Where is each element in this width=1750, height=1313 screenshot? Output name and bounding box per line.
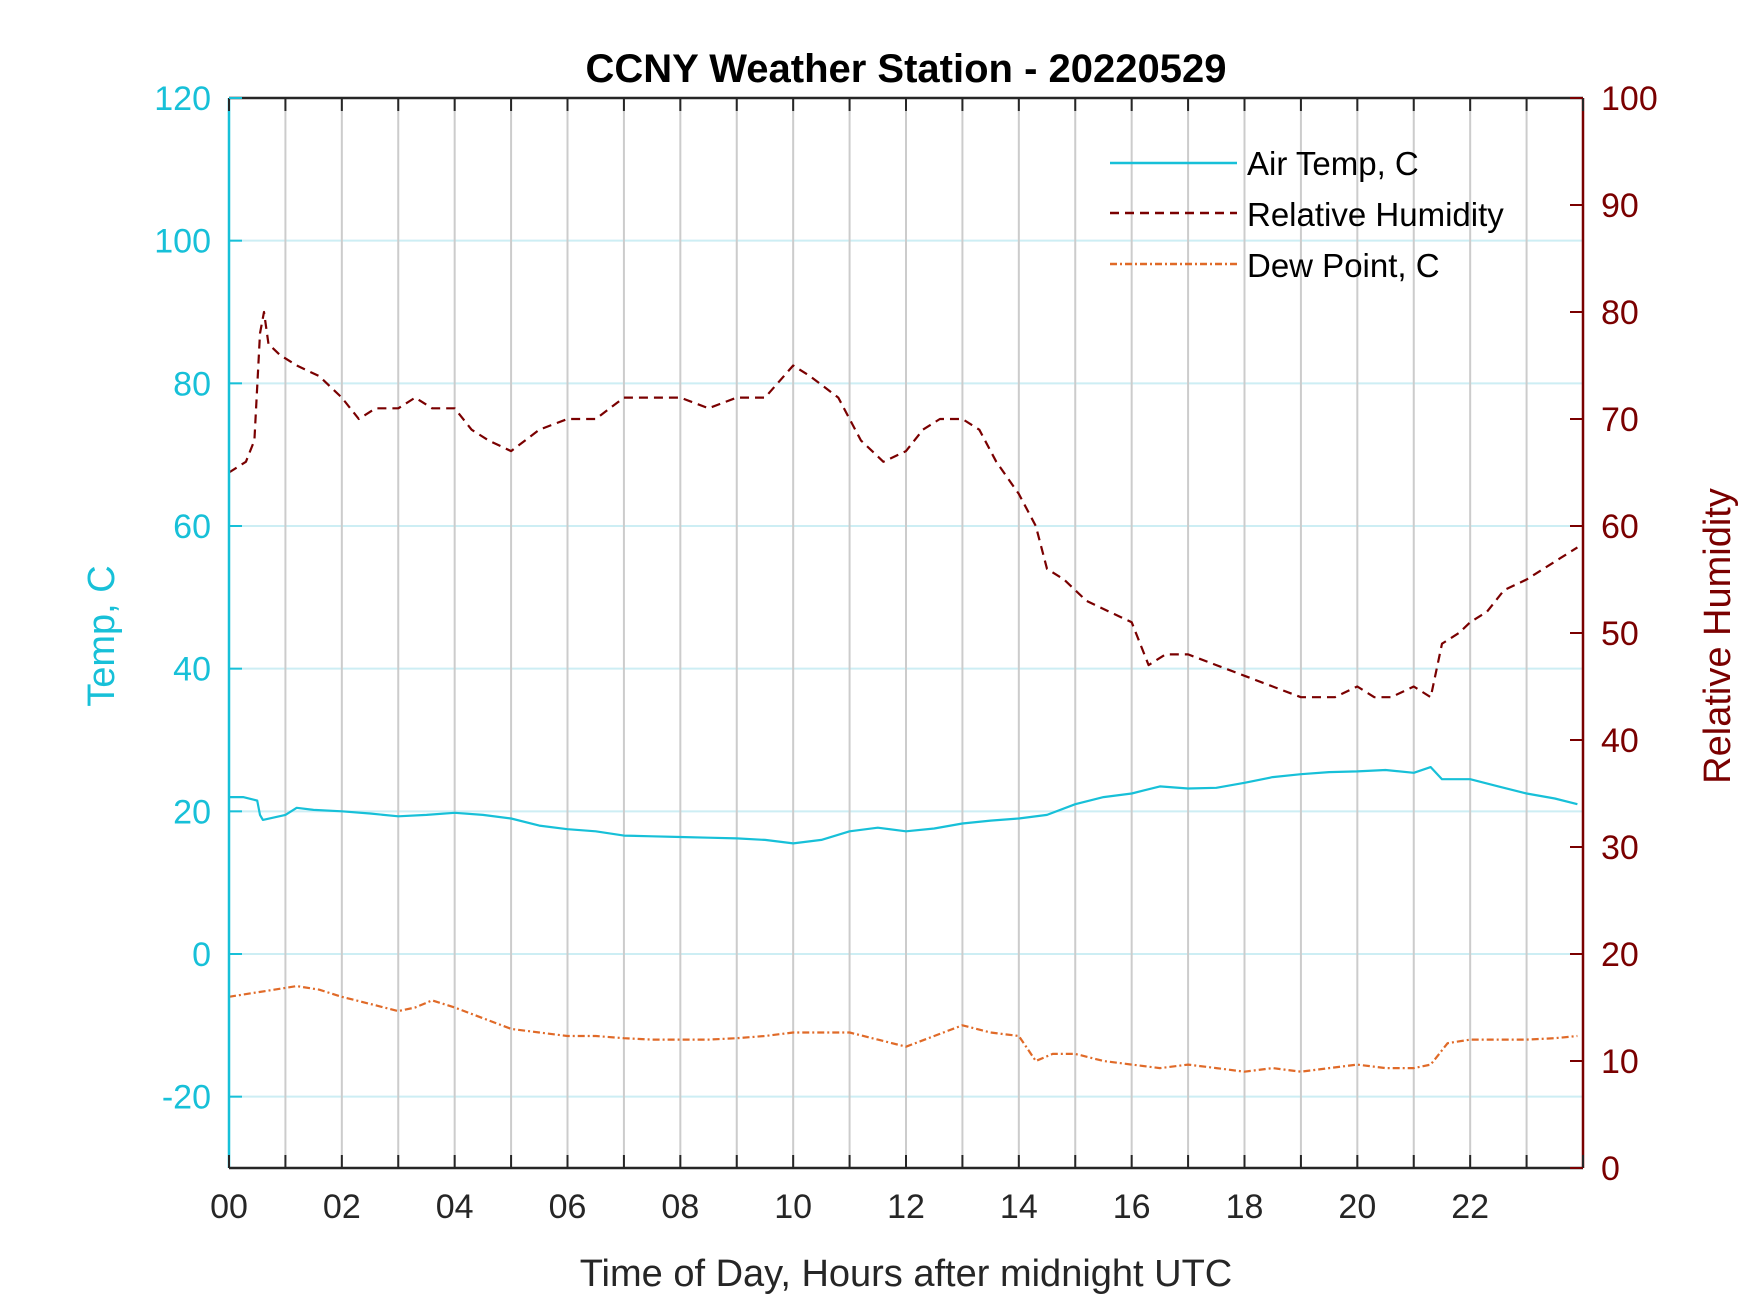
series-line-dew [228,984,1578,1073]
y-right-tick-label: 30 [1601,829,1639,867]
legend-label-air-temp: Air Temp, C [1247,145,1419,182]
chart-title: CCNY Weather Station - 20220529 [586,47,1227,91]
tick-labels: 00 02 04 06 08 10 12 14 16 18 20 22-200204060801001… [154,80,1657,1226]
x-axis-label: Time of Day, Hours after midnight UTC [580,1253,1233,1295]
legend-label-dew-point: Dew Point, C [1247,247,1440,284]
series-lines [228,310,1578,1073]
y-left-tick-label: 100 [154,223,211,261]
y-right-tick-label: 100 [1601,80,1658,118]
x-tick-label: 06 [549,1188,587,1226]
y-left-tick-label: 60 [173,508,211,546]
x-tick-label: 16 [1113,1188,1151,1226]
x-tick-label: 14 [1000,1188,1038,1226]
y-left-tick-label: -20 [162,1079,211,1117]
y-right-tick-label: 50 [1601,615,1639,653]
y-right-tick-label: 40 [1601,722,1639,760]
grid [229,97,1583,1168]
x-tick-label: 08 [661,1188,699,1226]
x-tick-label: 00 [210,1188,248,1226]
y-axis-right-label: Relative Humidity [1697,488,1739,784]
x-tick-label: 22 [1451,1188,1489,1226]
y-right-tick-label: 80 [1601,294,1639,332]
y-right-tick-label: 60 [1601,508,1639,546]
x-tick-label: 20 [1338,1188,1376,1226]
y-axis-left-label: Temp, C [81,565,123,706]
y-left-tick-label: 120 [154,80,211,118]
y-right-tick-label: 90 [1601,187,1639,225]
x-tick-label: 04 [436,1188,474,1226]
y-right-tick-label: 10 [1601,1043,1639,1081]
axes [227,96,1585,1170]
x-tick-label: 18 [1226,1188,1264,1226]
y-right-tick-label: 20 [1601,936,1639,974]
x-tick-label: 10 [774,1188,812,1226]
x-tick-label: 12 [887,1188,925,1226]
y-right-tick-label: 70 [1601,401,1639,439]
series-line-humidity [228,310,1578,699]
y-left-tick-label: 20 [173,793,211,831]
y-right-tick-label: 0 [1601,1150,1620,1188]
y-left-tick-label: 40 [173,651,211,689]
x-tick-label: 02 [323,1188,361,1226]
y-left-tick-label: 80 [173,365,211,403]
legend-label-relative-humidity: Relative Humidity [1247,196,1504,233]
legend: Air Temp, C Relative Humidity Dew Point,… [1110,145,1504,284]
series-line-temp [229,765,1578,845]
y-left-tick-label: 0 [192,936,211,974]
